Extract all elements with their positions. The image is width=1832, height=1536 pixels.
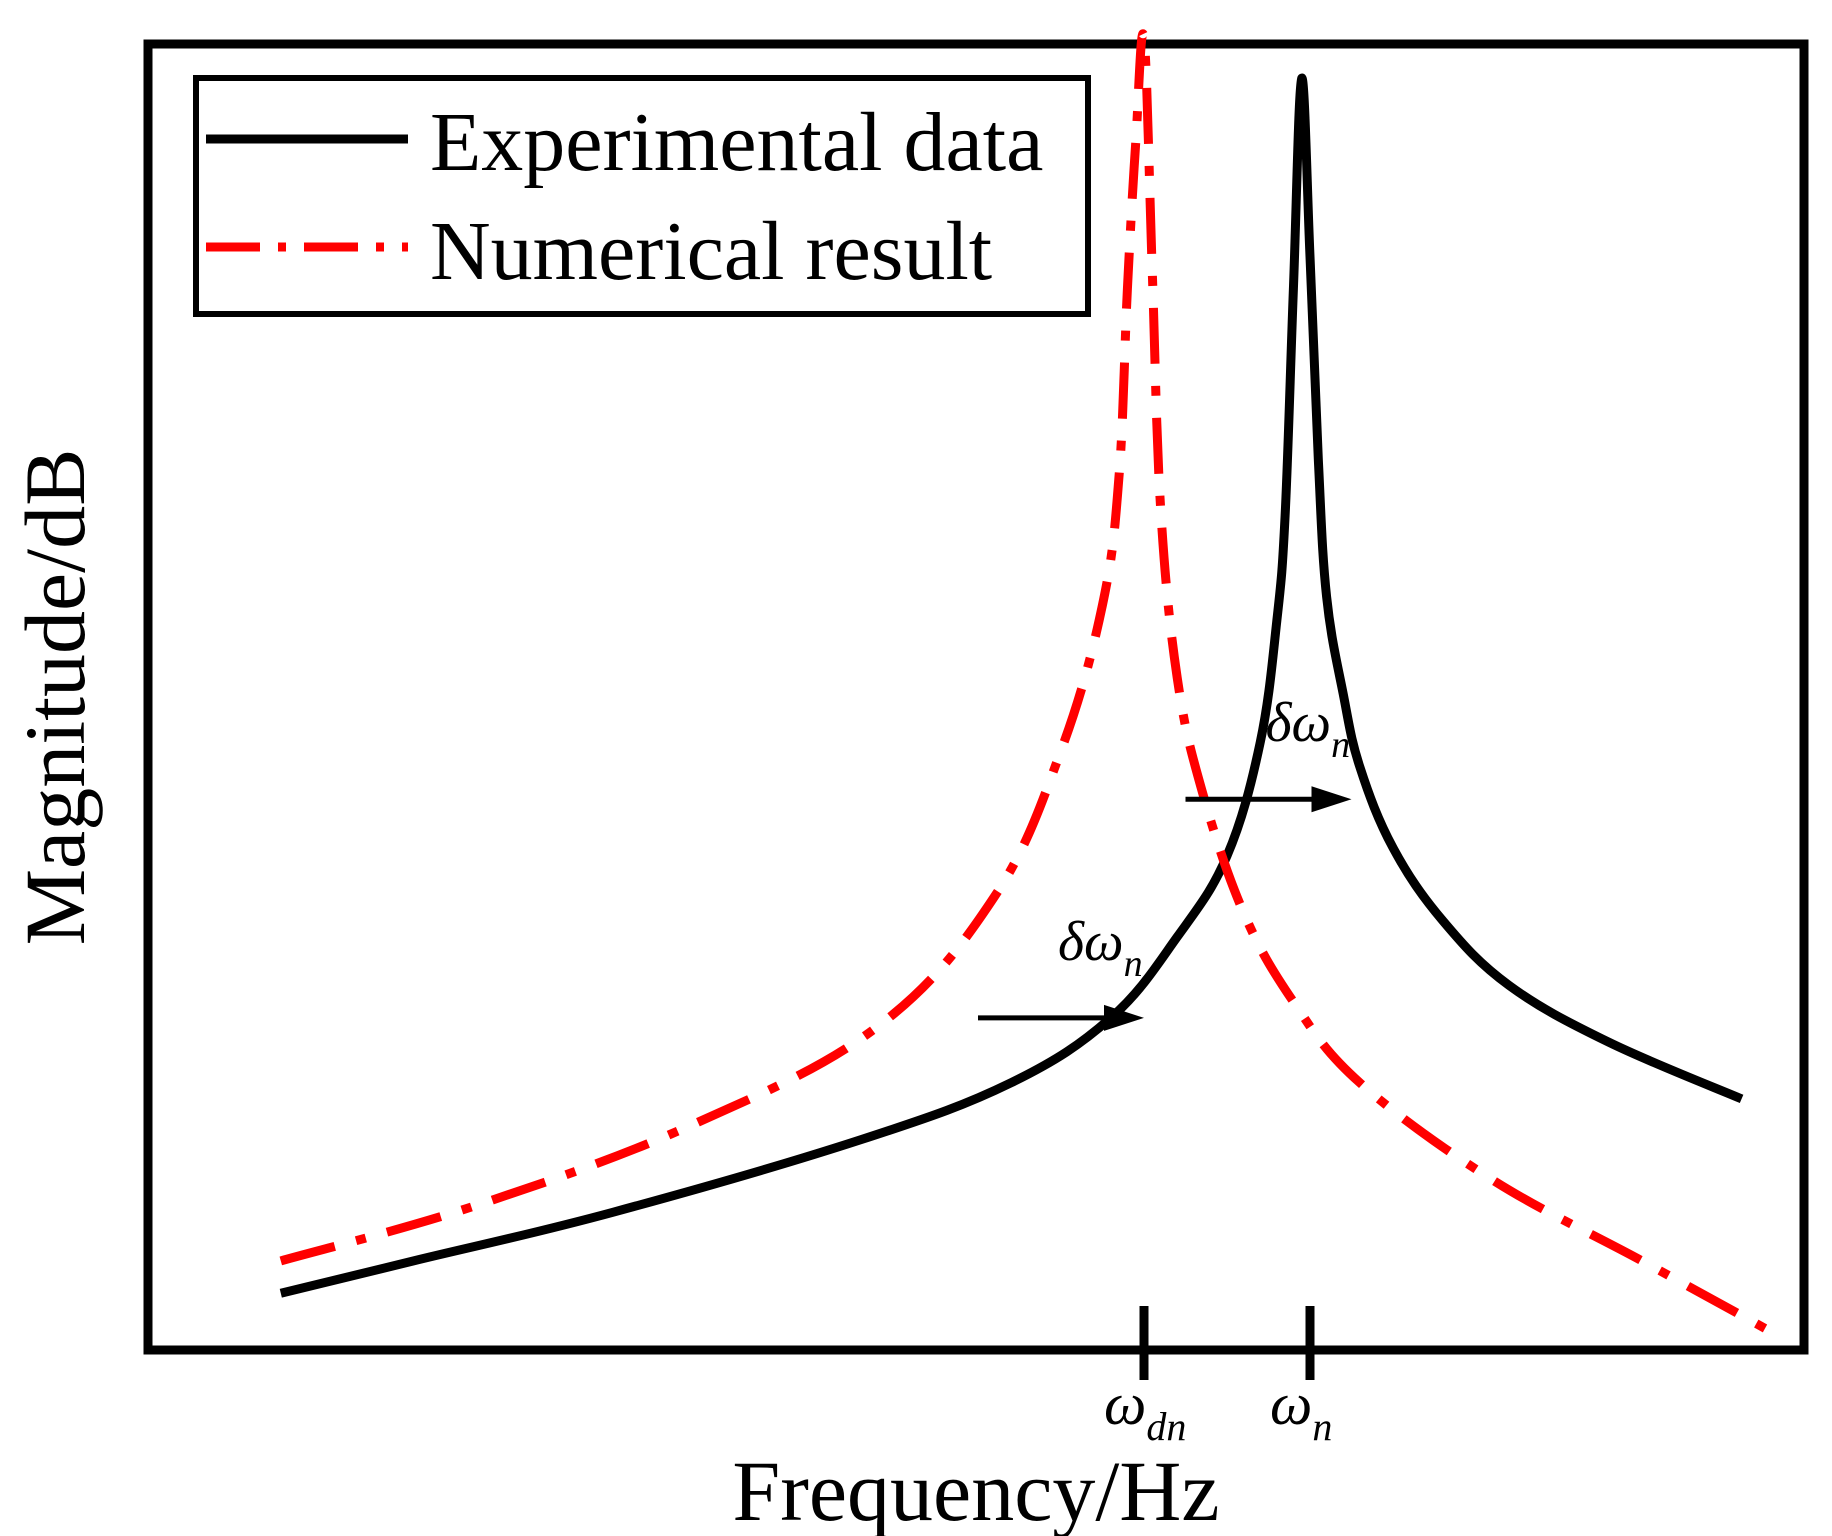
annotation-arrow-head [1311,786,1352,813]
legend-label-numerical: Numerical result [430,205,992,298]
y-axis-title: Magnitude/dB [7,449,103,946]
legend: Experimental data Numerical result [193,75,1091,317]
tick-layer: ωdn ωn [1104,1306,1332,1449]
legend-box [193,75,1091,317]
x-tick-label-n: ωn [1270,1371,1332,1449]
series-numerical-line [279,29,1777,1338]
annotation-arrow-head [1104,1004,1144,1031]
annotation-label: δωn [1266,692,1351,766]
annotation-layer: δωn δωn [978,692,1352,1031]
plot-frame [143,39,1809,1355]
annotation-label: δωn [1058,911,1143,985]
annotation-2: δωn [1185,692,1352,813]
series-layer [279,29,1777,1338]
annotation-1: δωn [978,911,1144,1031]
x-tick-label-dn: ωdn [1104,1371,1186,1449]
x-axis-title: Frequency/Hz [732,1443,1219,1536]
legend-label-experimental: Experimental data [430,96,1043,189]
series-experimental-line [279,73,1744,1298]
